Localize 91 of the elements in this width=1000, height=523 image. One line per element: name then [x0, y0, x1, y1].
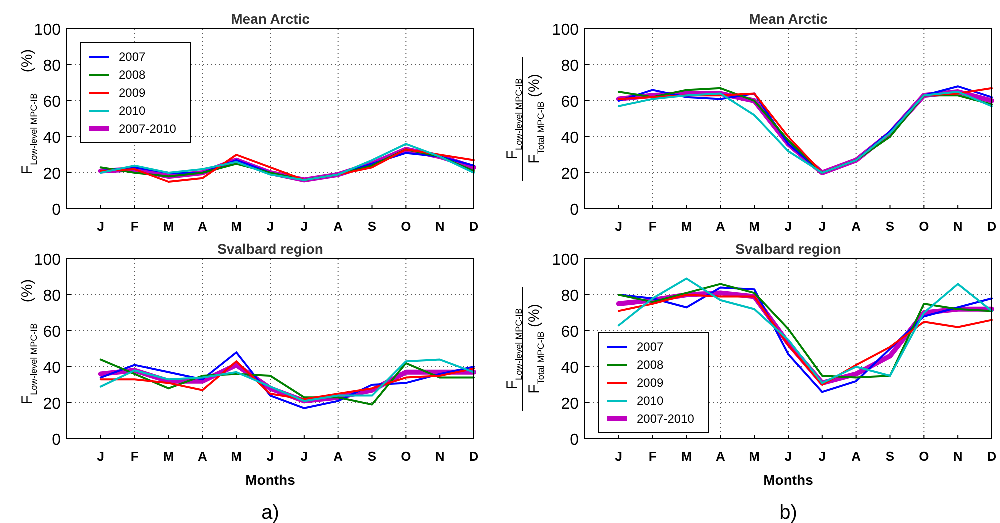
y-tick-label: 60 — [561, 324, 580, 341]
y-tick-label: 80 — [561, 58, 580, 75]
x-tick-label: J — [615, 219, 623, 234]
x-tick-label: A — [334, 219, 344, 234]
x-tick-label: A — [716, 219, 726, 234]
x-axis-title: Months — [246, 472, 296, 488]
x-tick-label: F — [648, 449, 657, 464]
x-tick-label: M — [163, 219, 174, 234]
text: a) — [262, 502, 280, 523]
y-tick-label: 40 — [561, 360, 580, 377]
x-tick-label: J — [818, 219, 826, 234]
legend-label: 2007-2010 — [637, 412, 695, 426]
x-tick-label: M — [231, 219, 242, 234]
legend-label: 2009 — [637, 376, 664, 390]
y-tick-label: 40 — [561, 130, 580, 147]
y-tick-label: 20 — [561, 166, 580, 183]
legend-label: 2007 — [119, 50, 146, 64]
x-tick-label: J — [266, 219, 274, 234]
chart-title: Svalbard region — [736, 241, 842, 257]
x-tick-label: N — [953, 449, 963, 464]
x-tick-label: N — [435, 219, 445, 234]
x-tick-label: O — [919, 449, 930, 464]
legend-label: 2007 — [637, 340, 664, 354]
y-tick-label: 0 — [570, 202, 580, 219]
legend-label: 2010 — [119, 104, 146, 118]
x-tick-label: F — [130, 449, 139, 464]
legend-label: 2008 — [637, 358, 664, 372]
x-tick-label: O — [401, 219, 412, 234]
x-tick-label: J — [300, 219, 308, 234]
text: b) — [780, 502, 798, 523]
x-axis-title: Months — [764, 472, 814, 488]
x-tick-label: A — [852, 219, 862, 234]
x-tick-label: J — [300, 449, 308, 464]
y-tick-label: 80 — [43, 288, 62, 305]
x-tick-label: J — [784, 449, 792, 464]
x-tick-label: D — [469, 219, 479, 234]
y-tick-label: 100 — [34, 22, 62, 39]
x-tick-label: N — [953, 219, 963, 234]
legend-label: 2008 — [119, 68, 146, 82]
x-tick-label: S — [886, 219, 895, 234]
y-tick-label: 60 — [43, 94, 62, 111]
y-tick-label: 100 — [552, 252, 580, 269]
x-tick-label: F — [130, 219, 139, 234]
x-tick-label: F — [648, 219, 657, 234]
y-tick-label: 100 — [552, 22, 580, 39]
x-tick-label: A — [198, 449, 208, 464]
x-tick-label: D — [987, 449, 997, 464]
y-tick-label: 60 — [43, 324, 62, 341]
x-tick-label: J — [97, 219, 105, 234]
x-tick-label: J — [818, 449, 826, 464]
x-tick-label: N — [435, 449, 445, 464]
x-tick-label: M — [231, 449, 242, 464]
y-tick-label: 0 — [52, 202, 62, 219]
x-tick-label: O — [919, 219, 930, 234]
x-tick-label: D — [987, 219, 997, 234]
x-tick-label: M — [749, 449, 760, 464]
x-tick-label: D — [469, 449, 479, 464]
y-tick-label: 60 — [561, 94, 580, 111]
y-tick-label: 0 — [570, 432, 580, 449]
y-tick-label: 100 — [34, 252, 62, 269]
y-tick-label: 20 — [561, 396, 580, 413]
legend-label: 2010 — [637, 394, 664, 408]
x-tick-label: J — [615, 449, 623, 464]
legend-label: 2009 — [119, 86, 146, 100]
x-tick-label: M — [681, 219, 692, 234]
y-tick-label: 80 — [561, 288, 580, 305]
x-tick-label: O — [401, 449, 412, 464]
x-tick-label: J — [266, 449, 274, 464]
y-tick-label: 40 — [43, 360, 62, 377]
x-tick-label: A — [198, 219, 208, 234]
chart-title: Mean Arctic — [749, 11, 828, 27]
x-tick-label: A — [716, 449, 726, 464]
legend-label: 2007-2010 — [119, 122, 177, 136]
x-tick-label: A — [852, 449, 862, 464]
y-tick-label: 20 — [43, 166, 62, 183]
y-tick-label: 80 — [43, 58, 62, 75]
chart-title: Mean Arctic — [231, 11, 310, 27]
x-tick-label: S — [886, 449, 895, 464]
y-tick-label: 20 — [43, 396, 62, 413]
x-tick-label: J — [784, 219, 792, 234]
x-tick-label: A — [334, 449, 344, 464]
x-tick-label: S — [368, 449, 377, 464]
x-tick-label: J — [97, 449, 105, 464]
x-tick-label: M — [163, 449, 174, 464]
x-tick-label: M — [681, 449, 692, 464]
y-tick-label: 40 — [43, 130, 62, 147]
chart-title: Svalbard region — [218, 241, 324, 257]
x-tick-label: M — [749, 219, 760, 234]
line-series — [100, 352, 475, 410]
x-tick-label: S — [368, 219, 377, 234]
y-tick-label: 0 — [52, 432, 62, 449]
